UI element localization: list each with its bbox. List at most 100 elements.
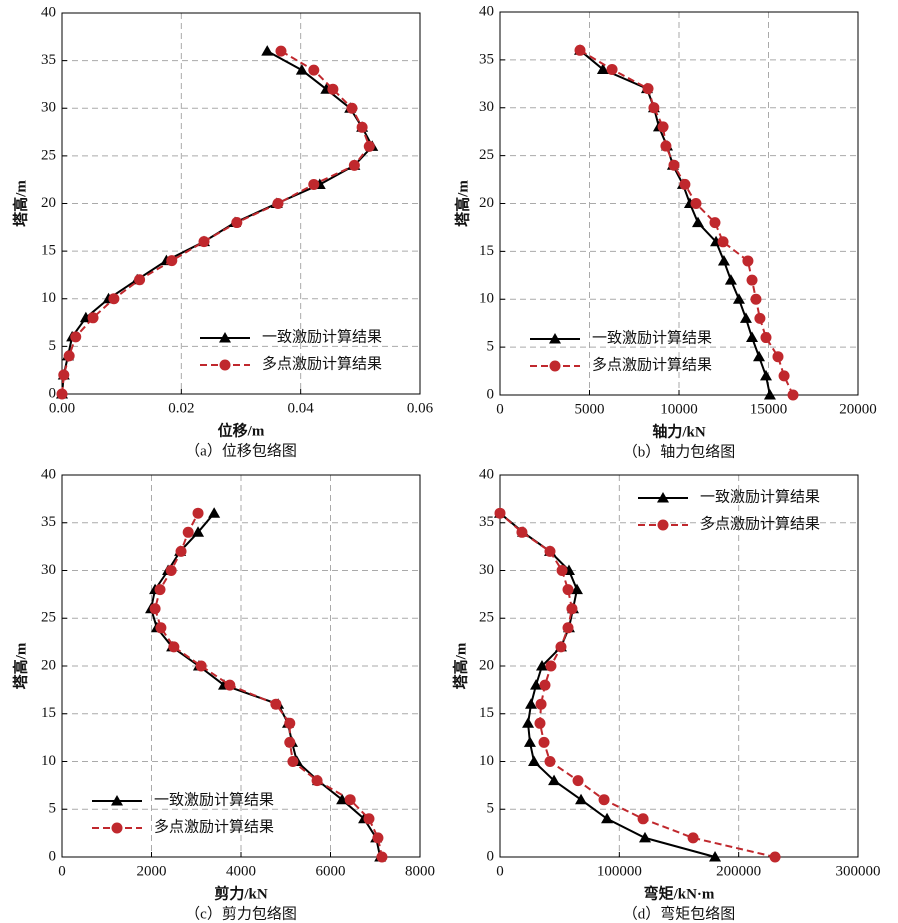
y-axis-label: 塔高/m: [451, 642, 469, 689]
x-tick-label: 20000: [839, 401, 877, 417]
marker: [376, 851, 388, 863]
marker: [534, 717, 546, 729]
x-tick-label: 0: [58, 863, 66, 879]
marker: [709, 851, 722, 862]
legend-marker: [111, 822, 123, 834]
y-tick-label: 25: [41, 610, 56, 626]
marker: [753, 350, 766, 362]
marker: [182, 526, 194, 538]
y-tick-label: 40: [41, 466, 56, 482]
marker: [63, 350, 75, 362]
marker: [596, 63, 609, 74]
marker: [516, 526, 528, 538]
x-tick-label: 6000: [316, 863, 346, 879]
marker: [270, 698, 282, 710]
y-tick-label: 35: [41, 52, 56, 68]
y-tick-label: 30: [41, 562, 56, 578]
marker: [572, 775, 584, 787]
marker: [690, 198, 702, 209]
x-tick-label: 0.00: [49, 400, 75, 416]
x-axis-label: 弯矩/kN·m: [644, 884, 715, 902]
marker: [732, 293, 745, 304]
marker: [544, 545, 556, 557]
chart-title: （b）轴力包络图: [623, 443, 736, 460]
marker: [562, 622, 574, 634]
legend-label: 多点激励计算结果: [154, 817, 274, 835]
x-tick-label: 8000: [405, 863, 435, 879]
x-axis-label: 位移/m: [218, 421, 265, 439]
marker: [575, 793, 588, 805]
marker: [606, 63, 618, 75]
y-tick-label: 0: [487, 386, 495, 402]
marker: [598, 794, 610, 806]
y-tick-label: 10: [479, 291, 494, 307]
legend-label: 一致激励计算结果: [700, 487, 820, 505]
y-axis-label: 塔高/m: [11, 180, 29, 227]
x-tick-label: 2000: [137, 863, 167, 879]
x-tick-label: 100000: [597, 863, 642, 879]
y-tick-label: 30: [479, 562, 494, 578]
marker: [763, 389, 776, 400]
marker: [56, 388, 68, 400]
legend-label: 一致激励计算结果: [154, 790, 274, 808]
marker: [724, 274, 737, 285]
marker: [261, 45, 274, 56]
marker: [275, 45, 287, 57]
marker: [494, 507, 506, 519]
marker: [208, 507, 221, 518]
marker: [231, 217, 243, 229]
plot-area: [62, 13, 420, 394]
marker: [746, 331, 759, 343]
legend-marker: [549, 360, 561, 372]
marker: [372, 832, 384, 844]
legend-marker: [549, 333, 561, 344]
marker: [539, 679, 551, 691]
y-tick-label: 5: [487, 801, 495, 817]
marker: [778, 370, 790, 382]
marker: [742, 255, 754, 267]
marker: [528, 755, 541, 766]
chart-title: （d）弯矩包络图: [623, 905, 736, 922]
marker: [149, 603, 161, 615]
x-tick-label: 4000: [226, 863, 256, 879]
marker: [754, 312, 766, 324]
marker: [346, 102, 358, 114]
marker: [746, 274, 758, 286]
marker: [536, 660, 549, 671]
y-tick-label: 35: [41, 514, 56, 530]
x-axis-label: 剪力/kN: [214, 884, 268, 902]
chart-title: （a）位移包络图: [185, 442, 297, 459]
y-tick-label: 25: [41, 147, 56, 163]
x-tick-label: 15000: [750, 401, 788, 417]
y-tick-label: 40: [41, 4, 56, 20]
x-tick-label: 10000: [660, 401, 698, 417]
marker: [679, 178, 691, 190]
marker: [709, 217, 721, 229]
marker: [657, 121, 669, 133]
y-tick-label: 20: [41, 657, 56, 673]
marker: [87, 312, 99, 324]
plot-frame: [61, 12, 421, 395]
marker: [363, 140, 375, 152]
marker: [538, 736, 550, 748]
marker: [750, 293, 762, 305]
marker: [691, 216, 704, 228]
legend-label: 多点激励计算结果: [700, 514, 820, 532]
y-tick-label: 0: [49, 848, 57, 864]
y-tick-label: 15: [41, 243, 56, 259]
legend-marker: [219, 332, 231, 343]
marker: [555, 641, 567, 653]
marker: [192, 526, 205, 537]
marker: [566, 603, 578, 615]
marker: [601, 812, 614, 824]
marker: [772, 351, 784, 363]
y-tick-label: 35: [479, 514, 494, 530]
y-tick-label: 30: [479, 99, 494, 115]
plot-frame: [61, 474, 421, 858]
marker: [356, 121, 368, 133]
marker: [348, 159, 360, 171]
marker: [284, 717, 296, 729]
marker: [155, 622, 167, 634]
x-tick-label: 0.04: [288, 400, 315, 416]
y-tick-label: 5: [487, 339, 495, 355]
